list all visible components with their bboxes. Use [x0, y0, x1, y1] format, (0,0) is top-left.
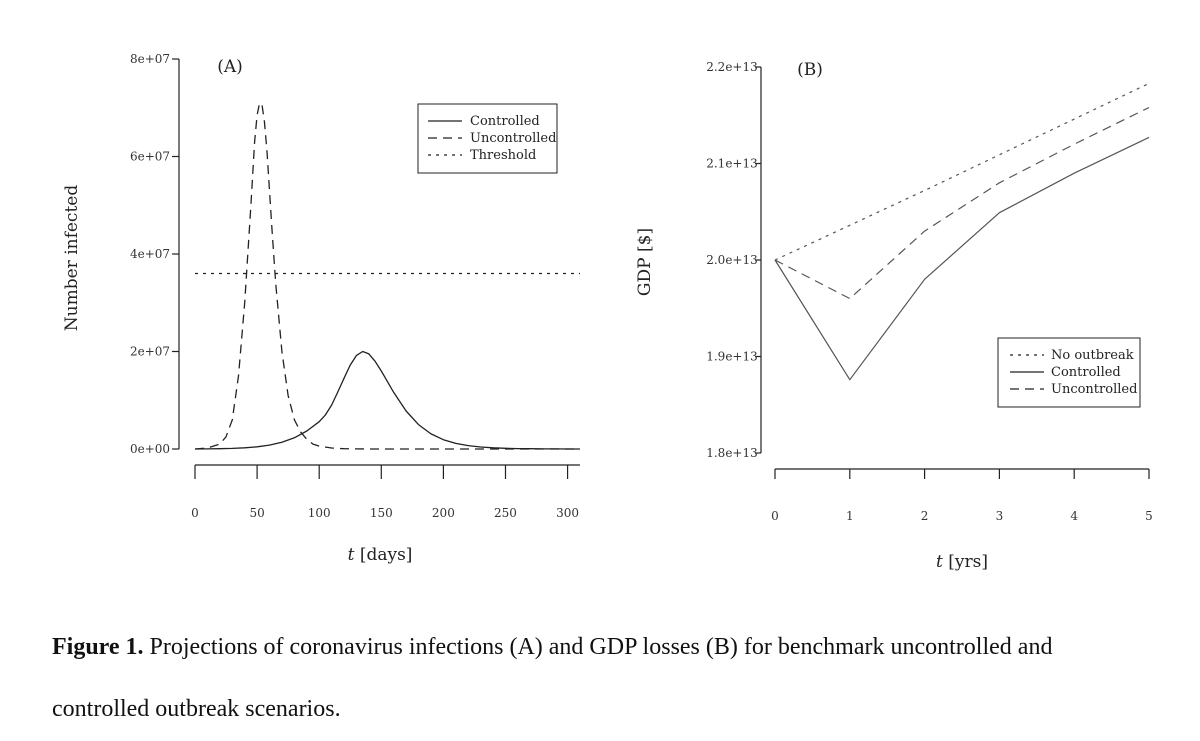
panel-a-x-tick-label: 200 — [432, 506, 455, 520]
panel-a-y-tick-label: 0e+00 — [130, 442, 170, 456]
panel-b-y-tick-label: 1.8e+13 — [706, 446, 758, 460]
panel-b-legend-label: Controlled — [1051, 365, 1121, 380]
panel-b-x-tick-label: 5 — [1145, 509, 1153, 523]
panel-a-series-controlled — [194, 350, 580, 450]
panel-b-ylabel: GDP [$] — [635, 228, 655, 296]
panel-b-x-tick-label: 4 — [1070, 509, 1078, 523]
figure-caption: Figure 1. Projections of coronavirus inf… — [52, 616, 1152, 740]
panel-a-y-tick-label: 8e+07 — [130, 52, 170, 66]
panel-a-series-uncontrolled — [194, 102, 580, 450]
panel-a-x-tick-label: 150 — [370, 506, 393, 520]
panel-a-y-tick-label: 2e+07 — [130, 345, 170, 359]
panel-b-xlabel: t [yrs] — [936, 552, 988, 572]
panel-b-legend-label: No outbreak — [1051, 348, 1134, 363]
panel-b-legend-label: Uncontrolled — [1051, 382, 1137, 397]
panel-a-x-tick-label: 50 — [249, 506, 264, 520]
panel-a-x-axis: 0 50 100 150 200 250 300 — [191, 464, 580, 520]
panel-b-x-tick-label: 2 — [921, 509, 929, 523]
panel-b-x-axis: 0 1 2 3 4 5 — [771, 468, 1153, 523]
panel-b-x-tick-label: 1 — [846, 509, 854, 523]
panel-a-y-tick-label: 6e+07 — [130, 150, 170, 164]
panel-a-xlabel: t [days] — [348, 545, 413, 565]
panel-a-y-tick-label: 4e+07 — [130, 247, 170, 261]
panel-a-x-tick-label: 100 — [308, 506, 331, 520]
panel-a-y-axis: 0e+00 2e+07 4e+07 6e+07 8e+07 — [130, 52, 180, 456]
panel-a-x-tick-label: 0 — [191, 506, 199, 520]
panel-b-y-tick-label: 2.2e+13 — [706, 60, 758, 74]
panel-b-y-tick-label: 2.1e+13 — [706, 157, 758, 171]
panel-b-series-uncontrolled — [774, 106, 1150, 300]
panel-b-series-no-outbreak — [774, 82, 1150, 261]
panel-a-legend-label: Controlled — [470, 114, 540, 129]
panel-b-curves — [774, 82, 1150, 381]
panel-b-x-tick-label: 0 — [771, 509, 779, 523]
panel-b-legend: No outbreak Controlled Uncontrolled — [997, 337, 1141, 408]
panel-a-legend-label: Threshold — [470, 148, 536, 163]
panel-b-y-tick-label: 2.0e+13 — [706, 253, 758, 267]
caption-prefix: Figure 1. — [52, 634, 144, 660]
panel-a-ylabel: Number infected — [62, 185, 82, 332]
panel-a-x-tick-label: 300 — [556, 506, 579, 520]
panel-b-series-controlled — [774, 136, 1150, 381]
panel-a-curves — [194, 102, 580, 450]
panel-b-y-axis: 1.8e+13 1.9e+13 2.0e+13 2.1e+13 2.2e+13 — [706, 60, 762, 460]
panel-a-x-tick-label: 250 — [494, 506, 517, 520]
panel-a-label: (A) — [217, 57, 243, 77]
panel-a-legend-label: Uncontrolled — [470, 131, 556, 146]
panel-a-legend: Controlled Uncontrolled Threshold — [417, 103, 558, 174]
panel-b-y-tick-label: 1.9e+13 — [706, 350, 758, 364]
panel-b-x-tick-label: 3 — [996, 509, 1004, 523]
panel-a: 0e+00 2e+07 4e+07 6e+07 8e+07 0 50 100 150 200 25… — [62, 52, 580, 565]
caption-text: Projections of coronavirus infections (A… — [52, 634, 1053, 722]
panel-b-label: (B) — [797, 60, 823, 80]
panel-b: 1.8e+13 1.9e+13 2.0e+13 2.1e+13 2.2e+13 0 1 2 3… — [635, 60, 1153, 572]
